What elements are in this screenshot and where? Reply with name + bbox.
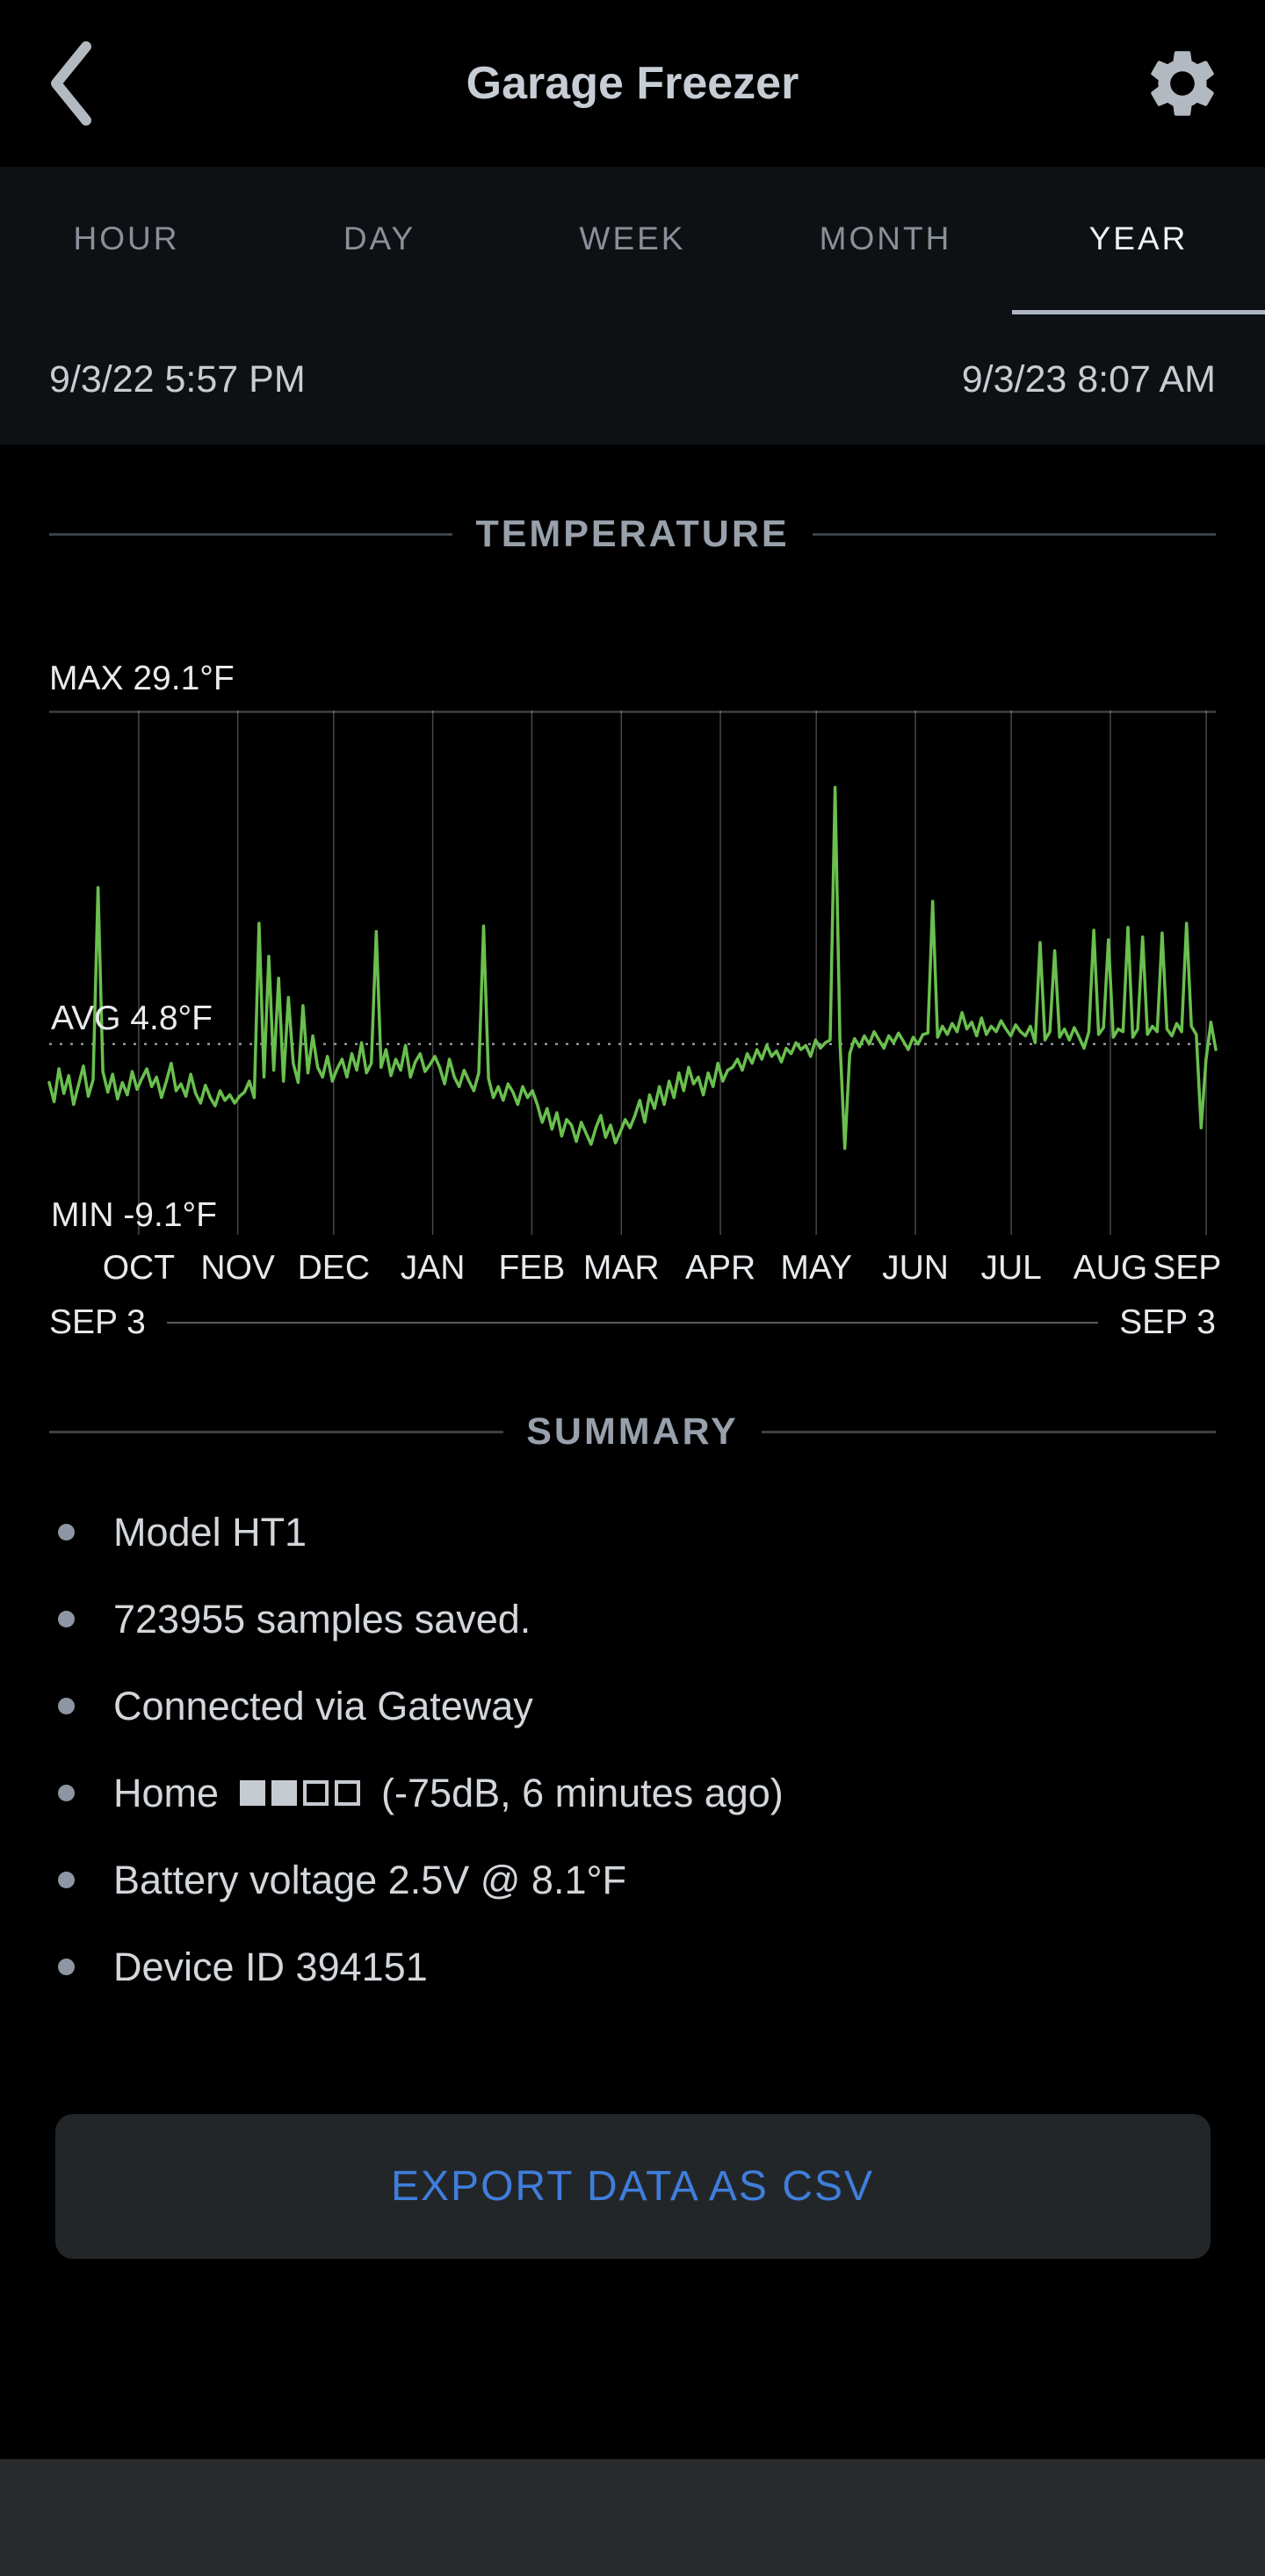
bullet-icon xyxy=(58,1698,75,1714)
list-item-text: Device ID 394151 xyxy=(113,1944,428,1989)
export-csv-button[interactable]: EXPORT DATA AS CSV xyxy=(54,2114,1211,2259)
time-range-tabs: HOUR DAY WEEK MONTH YEAR xyxy=(0,167,1265,314)
axis-baseline xyxy=(166,1322,1099,1324)
axis-month-label: JUL xyxy=(980,1249,1042,1287)
axis-month-label: MAR xyxy=(582,1249,660,1287)
temperature-chart: MAX 29.1°F AVG 4.8°F MIN -9.1°F OCT NOV DE… xyxy=(47,660,1222,1342)
range-end-timestamp: 9/3/23 8:07 AM xyxy=(961,357,1216,400)
tab-week[interactable]: WEEK xyxy=(579,220,686,256)
back-button[interactable] xyxy=(42,38,100,129)
temperature-section-header: TEMPERATURE xyxy=(49,513,1217,556)
axis-month-label: DEC xyxy=(297,1249,370,1287)
axis-end-date-label: SEP 3 xyxy=(1119,1303,1216,1341)
gear-icon xyxy=(1151,51,1214,116)
axis-month-label: OCT xyxy=(102,1249,176,1287)
list-item-text: 723955 samples saved. xyxy=(113,1596,531,1642)
axis-month-label: FEB xyxy=(498,1249,566,1287)
range-start-timestamp: 9/3/22 5:57 PM xyxy=(49,357,306,400)
list-item: Home (-75dB, 6 minutes ago) xyxy=(49,1750,1216,1836)
list-item-text: Battery voltage 2.5V @ 8.1°F xyxy=(113,1857,626,1902)
divider-line xyxy=(49,1431,504,1433)
signal-strength-icon xyxy=(240,1780,361,1806)
bullet-icon xyxy=(58,1524,75,1541)
month-axis-labels: OCT NOV DEC JAN FEB MAR APR MAY JUN JUL AUG SEP xyxy=(49,1235,1222,1300)
list-item: Device ID 394151 xyxy=(49,1923,1216,2010)
tab-hour[interactable]: HOUR xyxy=(73,220,180,256)
back-chevron-icon xyxy=(51,41,91,126)
summary-section-header: SUMMARY xyxy=(49,1411,1217,1454)
x-axis-range-row: SEP 3 SEP 3 xyxy=(49,1303,1216,1342)
avg-temp-label: AVG 4.8°F xyxy=(51,999,213,1037)
summary-list: Model HT1 723955 samples saved. Connected … xyxy=(0,1489,1265,2010)
axis-month-label: NOV xyxy=(200,1249,275,1287)
max-temp-label: MAX 29.1°F xyxy=(49,660,235,697)
tab-year[interactable]: YEAR xyxy=(1012,167,1265,314)
chart-plot-area[interactable]: AVG 4.8°F MIN -9.1°F xyxy=(47,711,1218,1235)
tabs-region: HOUR DAY WEEK MONTH YEAR 9/3/22 5:57 PM … xyxy=(0,167,1265,444)
bullet-icon xyxy=(58,1872,75,1888)
list-item: Model HT1 xyxy=(49,1489,1216,1576)
divider-line xyxy=(761,1431,1217,1433)
divider-line xyxy=(49,533,453,536)
axis-month-label: APR xyxy=(684,1249,756,1287)
list-item: 723955 samples saved. xyxy=(49,1576,1216,1663)
page-title: Garage Freezer xyxy=(466,58,799,109)
bottom-bar xyxy=(0,2459,1265,2576)
date-range: 9/3/22 5:57 PM 9/3/23 8:07 AM xyxy=(0,314,1265,444)
temperature-line-chart[interactable] xyxy=(47,711,1218,1235)
temperature-section-title: TEMPERATURE xyxy=(475,513,790,555)
list-item: Connected via Gateway xyxy=(49,1663,1216,1750)
list-item-text: Connected via Gateway xyxy=(113,1683,533,1728)
bullet-icon xyxy=(58,1785,75,1801)
header: Garage Freezer xyxy=(0,0,1265,167)
bullet-icon xyxy=(58,1611,75,1627)
axis-month-label: MAY xyxy=(780,1249,853,1287)
settings-button[interactable] xyxy=(1142,43,1223,124)
axis-month-label: JAN xyxy=(400,1249,466,1287)
axis-start-date-label: SEP 3 xyxy=(49,1303,146,1341)
axis-month-label: JUN xyxy=(882,1249,949,1287)
tab-day[interactable]: DAY xyxy=(343,220,416,256)
list-item-text: Home (-75dB, 6 minutes ago) xyxy=(113,1770,784,1815)
list-item: Battery voltage 2.5V @ 8.1°F xyxy=(49,1836,1216,1923)
min-temp-label: MIN -9.1°F xyxy=(51,1196,217,1234)
list-item-text: Model HT1 xyxy=(113,1509,307,1555)
summary-section-title: SUMMARY xyxy=(526,1411,739,1453)
axis-month-label: AUG xyxy=(1073,1249,1148,1287)
divider-line xyxy=(812,533,1217,536)
bullet-icon xyxy=(58,1959,75,1975)
tab-month[interactable]: MONTH xyxy=(819,220,952,256)
axis-month-label: SEP xyxy=(1153,1249,1222,1287)
